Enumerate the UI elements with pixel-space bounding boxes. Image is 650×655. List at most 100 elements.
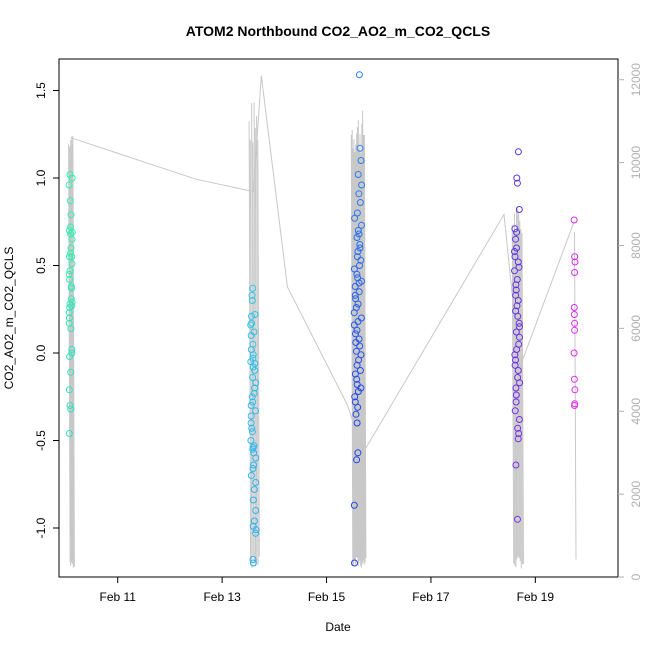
data-point <box>516 333 523 341</box>
y2-tick-label: 0 <box>629 573 643 580</box>
data-point <box>67 325 75 332</box>
data-point <box>252 454 260 462</box>
data-point <box>355 71 363 79</box>
data-point <box>353 419 361 427</box>
points-layer <box>65 71 579 567</box>
data-point <box>570 375 578 383</box>
data-point <box>353 270 361 278</box>
data-point <box>513 228 521 236</box>
data-point <box>570 304 578 311</box>
data-point <box>66 300 74 308</box>
y2-tick-label: 4000 <box>629 398 643 425</box>
data-point <box>354 318 362 325</box>
data-point <box>249 284 257 292</box>
data-point <box>513 302 521 310</box>
data-point <box>247 321 255 329</box>
data-point <box>65 181 73 189</box>
data-point <box>353 209 361 217</box>
data-point <box>512 328 520 336</box>
altitude-path-line <box>70 75 575 454</box>
data-point <box>68 235 76 243</box>
axes-layer: Feb 11 Feb 13 Feb 15 Feb 17 Feb 19 -1.0 -0.5 0.… <box>34 63 643 604</box>
data-point <box>250 389 258 397</box>
data-point <box>66 276 74 283</box>
data-point <box>511 225 519 233</box>
data-point <box>512 384 520 392</box>
data-point <box>249 465 257 472</box>
data-point <box>252 479 260 486</box>
data-point <box>356 367 364 374</box>
y-tick-label: 0.5 <box>34 257 48 274</box>
altitude-profile-line <box>574 231 577 560</box>
data-point <box>356 342 364 350</box>
data-point <box>515 416 523 423</box>
data-point <box>358 221 365 229</box>
data-point <box>251 360 259 367</box>
data-point <box>512 391 520 399</box>
data-point <box>67 284 75 292</box>
y-tick-label: -1.0 <box>34 517 48 538</box>
data-point <box>355 288 363 296</box>
data-point <box>65 386 73 394</box>
data-point <box>66 197 74 205</box>
data-point <box>357 256 365 264</box>
data-point <box>353 456 361 464</box>
data-point <box>68 253 76 261</box>
plot-frame <box>58 58 619 578</box>
data-point <box>247 472 255 479</box>
data-point <box>353 381 361 388</box>
data-point <box>249 556 257 563</box>
data-point <box>353 326 361 334</box>
data-point <box>353 375 361 383</box>
data-point <box>514 424 522 432</box>
data-point <box>252 407 259 415</box>
data-point <box>356 144 364 152</box>
data-point <box>66 267 74 275</box>
data-point <box>352 339 360 346</box>
data-point <box>512 286 520 294</box>
data-point <box>350 309 358 317</box>
data-point <box>68 349 76 357</box>
data-point <box>354 300 362 308</box>
data-point <box>516 379 524 387</box>
data-point <box>67 244 75 252</box>
data-point <box>248 428 256 436</box>
data-point <box>354 449 362 457</box>
data-point <box>66 402 74 409</box>
data-point <box>251 367 259 374</box>
y-tick-label: 1.5 <box>34 82 48 99</box>
data-point <box>68 174 76 182</box>
y2-tick-label: 2000 <box>629 480 643 507</box>
data-point <box>353 234 361 241</box>
y2-tick-label: 8000 <box>629 232 643 259</box>
data-point <box>248 291 256 299</box>
data-point <box>357 157 365 164</box>
data-point <box>67 211 75 219</box>
data-point <box>352 330 359 338</box>
data-point <box>252 379 260 387</box>
data-point <box>251 311 259 318</box>
data-point <box>67 249 75 257</box>
data-point <box>514 258 522 266</box>
data-point <box>351 283 359 290</box>
data-point <box>251 384 259 392</box>
data-point <box>355 190 363 198</box>
data-point <box>68 228 76 236</box>
data-point <box>351 559 358 567</box>
data-point <box>351 393 359 401</box>
data-point <box>352 347 360 355</box>
data-point <box>571 319 579 327</box>
data-point <box>68 302 76 310</box>
data-point <box>516 323 523 331</box>
altitude-profile-line <box>350 110 367 568</box>
data-point <box>515 206 523 213</box>
data-point <box>351 291 359 299</box>
y2-tick-label: 10000 <box>629 146 643 180</box>
x-tick-label: Feb 19 <box>517 590 555 604</box>
data-point <box>249 445 257 453</box>
data-point <box>512 398 520 406</box>
data-point <box>249 559 257 567</box>
data-point <box>355 279 363 287</box>
data-point <box>66 171 74 178</box>
data-point <box>249 351 257 359</box>
